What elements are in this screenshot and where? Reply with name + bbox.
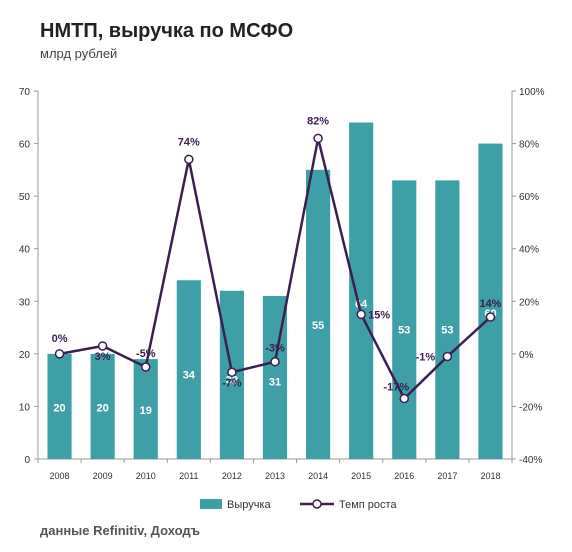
right-tick-label: 0% — [519, 350, 534, 361]
bar-value-label: 53 — [398, 325, 410, 337]
bar-value-label: 20 — [97, 403, 109, 415]
legend-line-marker — [312, 499, 322, 509]
growth-point — [184, 154, 194, 165]
growth-value-label: 0% — [52, 333, 68, 345]
growth-value-label: 15% — [368, 309, 390, 321]
bar — [47, 353, 72, 459]
growth-point — [313, 133, 323, 144]
left-tick-label: 30 — [19, 297, 31, 308]
source-note: данные Refinitiv, Доходъ — [40, 523, 200, 538]
left-tick-label: 10 — [19, 402, 31, 413]
bar-value-label: 19 — [140, 405, 152, 417]
x-tick-label: 2018 — [480, 471, 500, 481]
bar-value-label: 55 — [312, 320, 324, 332]
growth-value-label: -1% — [416, 351, 436, 363]
growth-value-label: 14% — [479, 298, 501, 310]
x-tick-label: 2008 — [50, 471, 70, 481]
bar — [90, 353, 115, 459]
growth-value-label: 82% — [307, 115, 329, 127]
left-tick-label: 70 — [19, 87, 31, 98]
x-tick-label: 2012 — [222, 471, 242, 481]
x-tick-label: 2016 — [394, 471, 414, 481]
growth-value-label: 74% — [178, 136, 200, 148]
left-tick-label: 50 — [19, 192, 31, 203]
right-tick-label: -40% — [519, 455, 542, 466]
growth-value-label: -7% — [222, 377, 242, 389]
x-tick-label: 2011 — [179, 471, 198, 481]
growth-value-label: -17% — [383, 382, 409, 394]
bar-value-label: 31 — [269, 377, 281, 389]
bar — [478, 143, 503, 460]
x-tick-label: 2017 — [437, 471, 457, 481]
x-tick-label: 2014 — [308, 471, 328, 481]
right-tick-label: 80% — [519, 140, 539, 151]
bar-value-label: 20 — [53, 403, 65, 415]
bar — [176, 280, 201, 459]
growth-point — [442, 351, 453, 362]
right-tick-label: 20% — [519, 297, 539, 308]
growth-value-label: 3% — [95, 351, 111, 363]
growth-value-label: -5% — [136, 348, 156, 360]
x-tick-label: 2009 — [93, 471, 113, 481]
growth-point — [399, 393, 410, 404]
chart-title: НМТП, выручка по МСФО — [40, 20, 294, 42]
left-tick-label: 20 — [19, 350, 31, 361]
x-tick-label: 2010 — [136, 471, 156, 481]
legend-bar-label: Выручка — [227, 499, 272, 511]
left-tick-label: 0 — [24, 455, 30, 466]
bar-value-label: 34 — [183, 370, 196, 382]
legend-line-label: Темп роста — [339, 499, 397, 511]
growth-point — [227, 367, 237, 378]
x-tick-label: 2015 — [351, 471, 371, 481]
bar — [435, 180, 460, 459]
right-tick-label: 40% — [519, 245, 539, 256]
bar — [392, 180, 417, 459]
x-tick-label: 2013 — [265, 471, 285, 481]
growth-point — [485, 312, 496, 322]
bar-value-label: 53 — [441, 325, 453, 337]
growth-value-label: -3% — [265, 343, 285, 355]
right-tick-label: 60% — [519, 192, 539, 203]
legend-bar-swatch — [200, 499, 222, 509]
bar — [306, 169, 331, 459]
left-tick-label: 40 — [19, 245, 31, 256]
left-tick-label: 60 — [19, 140, 31, 151]
chart-subtitle: млрд рублей — [40, 46, 118, 61]
bar — [349, 122, 374, 460]
growth-point — [356, 309, 366, 320]
right-tick-label: 100% — [519, 87, 545, 98]
growth-point — [54, 349, 65, 359]
bar — [133, 359, 158, 459]
growth-point — [140, 362, 151, 372]
right-tick-label: -20% — [519, 402, 542, 413]
growth-point — [97, 341, 108, 351]
growth-point — [270, 356, 280, 367]
bar-value-label: 32 — [226, 374, 238, 386]
